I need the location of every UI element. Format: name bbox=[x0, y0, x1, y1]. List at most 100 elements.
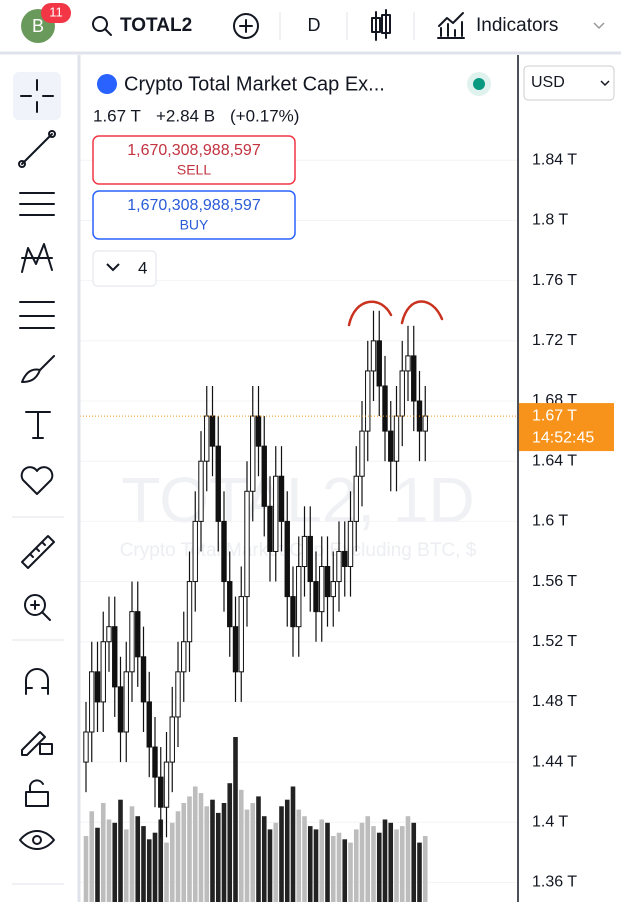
candle-body bbox=[186, 581, 193, 643]
volume-bar bbox=[399, 826, 405, 902]
trendline-tool bbox=[48, 130, 56, 138]
chevron bbox=[106, 263, 120, 272]
buy-label: BUY bbox=[180, 217, 209, 233]
volume-bar bbox=[359, 822, 365, 902]
y-tick-label: 1.4 T bbox=[532, 813, 568, 830]
currency-select[interactable] bbox=[523, 65, 615, 101]
volume-bar bbox=[325, 822, 330, 902]
text-tool[interactable] bbox=[25, 411, 51, 439]
fib-tool[interactable] bbox=[19, 192, 55, 216]
crosshair-tool[interactable] bbox=[20, 79, 54, 113]
candle-body bbox=[353, 475, 359, 522]
volume-bar bbox=[198, 793, 204, 902]
volume-bar bbox=[296, 809, 302, 902]
candle-body bbox=[342, 550, 348, 568]
volume-bar bbox=[95, 827, 100, 902]
badge-count: 11 bbox=[49, 4, 63, 19]
zoom-tool[interactable] bbox=[24, 594, 46, 616]
ruler-tool[interactable] bbox=[21, 535, 55, 569]
brush-tool[interactable] bbox=[21, 355, 55, 383]
volume-bar bbox=[371, 826, 376, 902]
volume-bar bbox=[273, 822, 279, 902]
search-icon[interactable] bbox=[92, 16, 108, 32]
y-tick-label: 1.72 T bbox=[532, 332, 577, 349]
volume-bar bbox=[394, 829, 399, 902]
candle-body bbox=[89, 671, 95, 733]
volume-bar bbox=[307, 826, 313, 902]
candle-body bbox=[388, 430, 394, 462]
candle-body bbox=[175, 671, 181, 718]
candle-body bbox=[152, 746, 158, 778]
candle-body bbox=[169, 716, 175, 763]
interval[interactable]: D bbox=[308, 15, 321, 35]
tool-active-bg bbox=[13, 72, 61, 120]
volume-bar bbox=[187, 796, 192, 902]
candle-body bbox=[319, 566, 325, 613]
volume-bar bbox=[267, 829, 273, 902]
volume-bar bbox=[215, 812, 221, 902]
collapse-indicators[interactable] bbox=[92, 250, 157, 287]
volume-bar bbox=[353, 829, 359, 902]
watermark-title: TOTAL2, 1D bbox=[121, 464, 474, 536]
candle-body bbox=[393, 415, 400, 462]
lock-tool[interactable] bbox=[25, 779, 49, 807]
candle-body bbox=[284, 520, 290, 598]
symbol[interactable]: TOTAL2 bbox=[120, 15, 192, 36]
candle-body bbox=[215, 445, 221, 522]
volume-bar bbox=[284, 799, 290, 902]
candle-body bbox=[100, 641, 106, 703]
candle-body bbox=[347, 520, 354, 568]
volume-bar bbox=[313, 829, 319, 902]
volume-bar bbox=[152, 832, 158, 902]
candle-body bbox=[250, 415, 256, 492]
volume-bar bbox=[348, 842, 353, 902]
indicator-count: 4 bbox=[138, 258, 147, 277]
candle-body bbox=[221, 520, 227, 583]
pattern-tool[interactable] bbox=[21, 243, 53, 273]
magnet-tool[interactable] bbox=[25, 668, 49, 695]
volume-bar bbox=[221, 803, 227, 902]
favorites-tool[interactable] bbox=[20, 466, 54, 495]
volume-bar bbox=[118, 799, 123, 902]
volume-bar bbox=[302, 816, 307, 902]
visibility-tool[interactable] bbox=[19, 830, 55, 850]
indicators[interactable]: Indicators bbox=[476, 15, 558, 36]
candle-body bbox=[129, 611, 135, 673]
candle-body bbox=[370, 340, 377, 372]
visibility-tool bbox=[32, 835, 42, 845]
chart-type-icon[interactable] bbox=[371, 9, 391, 41]
candle-body bbox=[359, 430, 365, 477]
buy-price: 1,670,308,988,597 bbox=[127, 197, 261, 214]
trendline-tool bbox=[18, 160, 26, 168]
drawn-annotation bbox=[347, 300, 444, 327]
candle-body bbox=[307, 535, 313, 583]
indicators-icon[interactable] bbox=[437, 12, 465, 39]
candle-body bbox=[422, 415, 428, 432]
candle-body bbox=[301, 535, 308, 568]
candle-body bbox=[158, 776, 164, 808]
candle-body bbox=[181, 641, 187, 673]
projection-tool[interactable] bbox=[19, 301, 55, 329]
buy-button[interactable] bbox=[92, 190, 296, 240]
trendline-tool[interactable] bbox=[21, 133, 53, 165]
last-price: 1.67 T bbox=[93, 106, 141, 125]
volume-bar bbox=[388, 822, 394, 902]
volume-bar bbox=[422, 836, 428, 902]
candle-body bbox=[123, 671, 129, 733]
sell-button[interactable] bbox=[92, 135, 296, 185]
y-tick-label: 1.56 T bbox=[532, 573, 577, 590]
symbol-name[interactable]: Crypto Total Market Cap Ex... bbox=[124, 73, 385, 95]
volume-bar bbox=[342, 839, 348, 902]
sell-price: 1,670,308,988,597 bbox=[127, 142, 261, 159]
volume-bar bbox=[330, 836, 336, 902]
lock-drawing-tool[interactable] bbox=[21, 731, 53, 756]
candle-body bbox=[106, 626, 112, 643]
change: +2.84 B bbox=[156, 106, 215, 125]
candle-body bbox=[273, 475, 279, 552]
volume-bar bbox=[192, 786, 198, 902]
add-symbol[interactable] bbox=[233, 13, 259, 39]
volume-bar bbox=[376, 832, 382, 902]
volume-bar bbox=[227, 783, 233, 902]
candle-body bbox=[405, 355, 411, 372]
